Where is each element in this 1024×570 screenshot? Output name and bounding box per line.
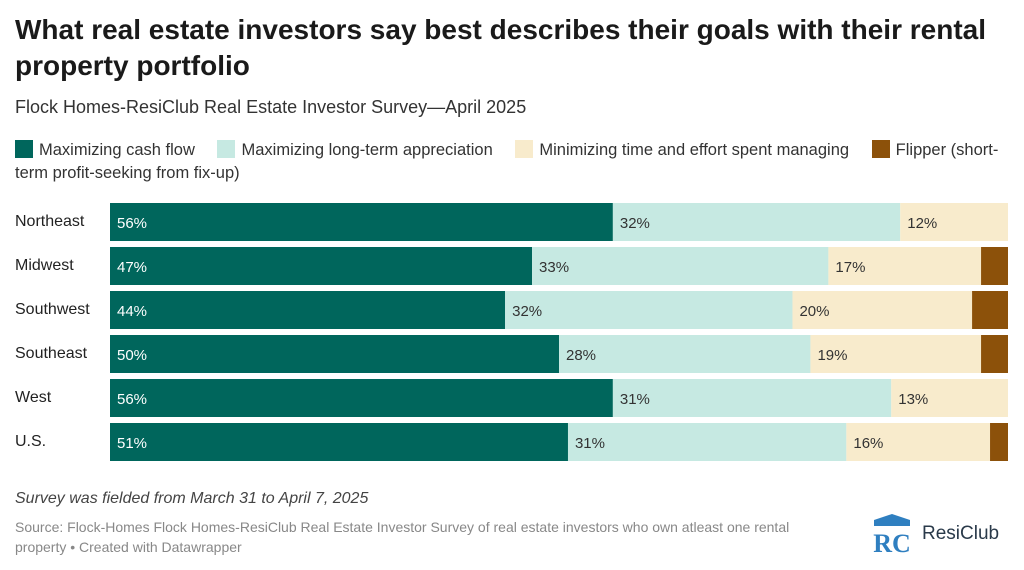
data-label: 31% — [620, 391, 650, 408]
logo-mark-text: RC — [873, 529, 911, 556]
data-label: 50% — [117, 347, 147, 364]
legend-item: Flipper (short-term profit-seeking from … — [15, 140, 999, 182]
bar-segment — [532, 247, 829, 285]
data-label: 13% — [898, 391, 928, 408]
legend-swatch — [15, 140, 33, 158]
bar-segment — [110, 335, 559, 373]
chart-subtitle: Flock Homes-ResiClub Real Estate Investo… — [15, 97, 527, 117]
data-label: 16% — [853, 435, 883, 452]
bar-segment — [981, 247, 1008, 285]
legend-label: Minimizing time and effort spent managin… — [539, 141, 850, 159]
legend-item: Maximizing long-term appreciation — [217, 140, 493, 159]
bar-segment — [505, 291, 793, 329]
logo-text: ResiClub — [922, 523, 1000, 544]
data-label: 51% — [117, 435, 147, 452]
bar-segment — [981, 335, 1008, 373]
bar-segment — [110, 203, 613, 241]
data-label: 28% — [566, 347, 596, 364]
bar-segment — [110, 379, 613, 417]
category-label: Southeast — [15, 345, 88, 362]
legend-label: Flipper (short-term profit-seeking from … — [15, 141, 999, 182]
bar-segment — [612, 379, 892, 417]
data-label: 32% — [620, 215, 650, 232]
bar-segment — [110, 423, 568, 461]
data-label: 19% — [817, 347, 847, 364]
bar-segment — [110, 247, 533, 285]
chart-title: What real estate investors say best desc… — [15, 14, 987, 81]
bar-segment — [110, 291, 506, 329]
data-label: 17% — [835, 259, 865, 276]
source-note: Source: Flock-Homes Flock Homes-ResiClub… — [15, 519, 790, 555]
bar-segment — [900, 203, 1008, 241]
bar-segment — [990, 423, 1008, 461]
bar-segment — [828, 247, 982, 285]
bar-segment — [846, 423, 991, 461]
bar-segment — [810, 335, 982, 373]
category-label: Northeast — [15, 213, 85, 230]
category-label: U.S. — [15, 433, 47, 450]
legend-item: Maximizing cash flow — [15, 140, 195, 159]
bar-segment — [612, 203, 901, 241]
category-label: Southwest — [15, 301, 90, 318]
data-label: 20% — [799, 303, 829, 320]
legend-swatch — [871, 140, 890, 158]
legend-label: Maximizing long-term appreciation — [241, 141, 493, 159]
data-label: 12% — [907, 215, 937, 232]
legend: Maximizing cash flow Maximizing long-ter… — [15, 139, 1005, 185]
data-label: 44% — [117, 303, 147, 320]
legend-label: Maximizing cash flow — [39, 141, 195, 159]
bar-segment — [559, 335, 811, 373]
legend-swatch — [217, 140, 236, 158]
category-label: Midwest — [15, 257, 74, 274]
category-label: West — [15, 389, 52, 406]
data-label: 56% — [117, 215, 147, 232]
bar-segment — [792, 291, 973, 329]
bar-segment — [567, 423, 847, 461]
resiclub-logo: RC ResiClub — [870, 512, 999, 556]
data-label: 47% — [117, 259, 147, 276]
data-label: 33% — [539, 259, 569, 276]
data-label: 31% — [575, 435, 605, 452]
legend-swatch — [515, 140, 534, 158]
resiclub-logo-icon: RC — [870, 512, 914, 556]
bar-segment — [891, 379, 1008, 417]
data-label: 32% — [512, 303, 542, 320]
data-label: 56% — [117, 391, 147, 408]
survey-note: Survey was fielded from March 31 to Apri… — [15, 490, 369, 507]
legend-item: Minimizing time and effort spent managin… — [515, 140, 850, 159]
bar-segment — [972, 291, 1008, 329]
